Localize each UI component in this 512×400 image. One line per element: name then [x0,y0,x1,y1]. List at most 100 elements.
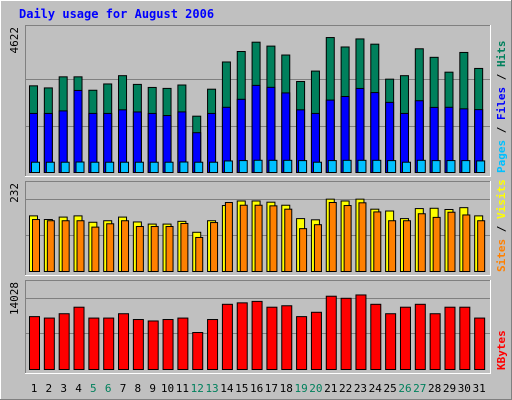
x-tick-label: 5 [90,382,97,395]
bar-kbytes [177,317,189,371]
x-tick-label: 23 [354,382,367,395]
y-max-label: 4622 [8,27,21,54]
bar-sites [254,204,263,272]
bar-kbytes [162,319,174,371]
bar-kbytes [385,313,397,370]
x-tick-label: 20 [309,382,322,395]
bar-pages [298,160,308,174]
bar-sites [121,220,130,273]
bar-pages [31,161,40,174]
panel-kbytes: 14028 KBytes [8,280,508,374]
x-tick-label: 29 [443,382,456,395]
bar-kbytes [88,317,100,371]
bar-kbytes [73,306,85,370]
bar-pages [476,160,486,174]
chart-title: Daily usage for August 2006 [19,7,214,21]
bar-kbytes [251,300,263,370]
bar-pages [416,159,426,173]
bar-sites [46,220,55,273]
bar-sites [447,211,456,273]
bar-kbytes [459,306,471,370]
bar-pages [431,160,441,174]
x-tick-label: 11 [176,382,189,395]
bar-kbytes [399,306,411,370]
bar-sites [150,226,159,273]
legend-item-pages: Pages [495,140,508,173]
x-tick-label: 24 [369,382,383,395]
bar-pages [179,161,189,173]
bar-files [251,84,261,173]
legend-separator: / [495,219,508,239]
bar-kbytes [236,302,248,370]
bar-kbytes [444,306,456,370]
bar-sites [417,213,426,272]
bar-pages [401,161,411,174]
x-tick-label: 16 [250,382,263,395]
bar-kbytes [58,313,70,370]
bar-sites [91,226,100,272]
bar-kbytes [370,303,382,371]
bar-sites [61,220,70,273]
bar-pages [372,159,382,173]
panel-hits-files-pages: 4622 Pages / Files / Hits [8,25,508,177]
x-tick-label: 28 [428,382,441,395]
x-tick-label: 2 [46,382,53,395]
y-max-label: 232 [8,183,21,203]
bar-pages [149,161,159,174]
bar-kbytes [266,306,278,370]
x-tick-label: 12 [191,382,204,395]
bar-sites [313,224,322,273]
panel-visits-sites: 232 Sites / Visits [8,179,508,276]
bar-sites [224,201,233,273]
x-tick-label: 18 [280,382,293,395]
bar-sites [165,226,174,273]
bar-sites [328,201,337,273]
bar-sites [373,211,382,272]
bar-pages [223,160,233,174]
bar-kbytes [310,311,322,371]
bar-pages [253,159,263,174]
x-axis-day-labels: 1 2 3 4 5 6 7 8 9 10 11 12 13 14 15 16 17 18 19 20 21 22 23 24 2… [31,382,486,395]
bar-kbytes [281,305,293,370]
legend-item-kbytes: KBytes [495,330,508,370]
bar-sites [477,220,486,273]
legend-kbytes: KBytes [495,330,508,370]
legend-separator: / [495,120,508,140]
bar-pages [342,159,352,173]
x-tick-label: 26 [398,382,411,395]
chart-panels: 4622 Pages / Files / Hits 232 Sites / Visit… [8,25,508,374]
bar-sites [432,216,441,272]
bar-sites [343,205,352,273]
bar-sites [388,220,397,273]
bar-pages [209,161,219,174]
legend-item-sites: Sites [495,239,508,272]
x-tick-label: 7 [120,382,127,395]
y-max-label: 14028 [8,282,21,315]
bar-sites [210,222,219,273]
bar-kbytes [429,313,441,370]
bar-sites [135,226,144,273]
bar-files [266,86,276,173]
bar-kbytes [355,294,367,371]
x-tick-label: 8 [135,382,142,395]
bar-kbytes [474,317,486,371]
bar-kbytes [29,316,40,370]
bar-pages [194,161,204,174]
bar-pages [461,160,471,174]
x-tick-label: 9 [149,382,156,395]
bar-sites [180,222,189,272]
bar-pages [120,161,130,174]
x-tick-label: 25 [384,382,397,395]
bar-kbytes [340,297,352,371]
bar-pages [105,161,115,174]
bar-sites [32,219,40,272]
x-tick-label: 6 [105,382,112,395]
legend-separator: / [495,67,508,87]
bar-kbytes [118,313,130,370]
x-tick-label: 21 [324,382,337,395]
x-tick-label: 17 [265,382,278,395]
x-tick-label: 3 [60,382,67,395]
bar-sites [195,236,204,272]
bar-kbytes [103,317,115,371]
